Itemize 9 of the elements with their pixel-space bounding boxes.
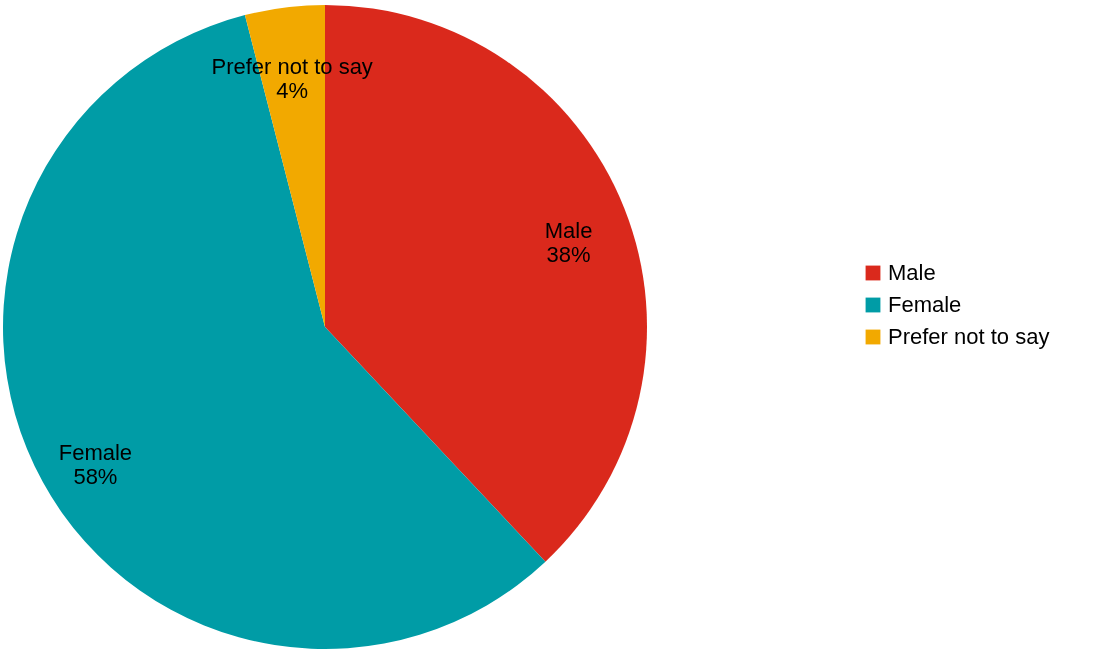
legend-label: Female [888,292,962,317]
slice-label: Male [544,217,593,243]
data-label: 38% [546,241,591,267]
data-label: 58% [73,464,118,490]
legend-label: Prefer not to say [888,324,1050,349]
data-label: 4% [276,78,309,104]
pie-slice [3,15,546,649]
slice-label: Female [58,440,133,466]
legend-label: Male [888,260,936,285]
